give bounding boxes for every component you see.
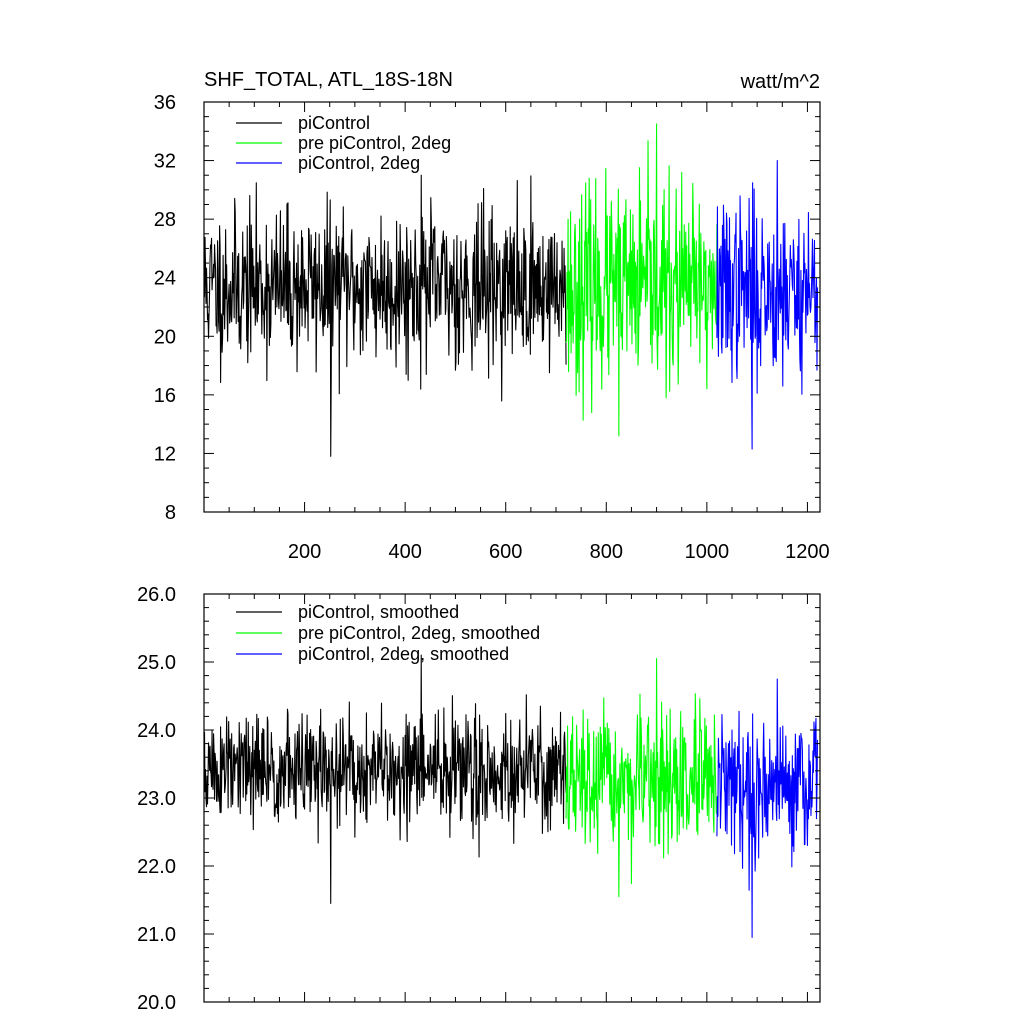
top-panel-units: watt/m^2	[740, 71, 820, 93]
top-panel-title: SHF_TOTAL, ATL_18S-18N	[204, 69, 453, 91]
y-tick-label: 32	[154, 151, 176, 173]
series-line-picontrol	[203, 174, 567, 457]
x-tick-label: 800	[590, 541, 623, 563]
y-tick-label: 24.0	[137, 720, 176, 742]
y-tick-label: 12	[154, 443, 176, 465]
y-tick-label: 25.0	[137, 652, 176, 674]
y-tick-label: 23.0	[137, 788, 176, 810]
bottom-tick-layer: 20.0 21.0 22.0 23.0 24.0 25.0 26.0	[137, 584, 820, 1014]
top-tick-layer: 8 12 16 20 24 28 32 36 200 400 600 800 1000 1200	[154, 92, 830, 563]
y-tick-label: 16	[154, 385, 176, 407]
y-tick-label: 22.0	[137, 856, 176, 878]
y-tick-label: 8	[165, 502, 176, 524]
x-tick-label: 200	[288, 541, 321, 563]
y-tick-label: 26.0	[137, 584, 176, 606]
top-panel: SHF_TOTAL, ATL_18S-18N watt/m^2 8 12 16 20 2…	[154, 69, 830, 563]
series-line-pre-picontrol-2deg-smoothed	[565, 658, 718, 898]
x-tick-label: 600	[489, 541, 522, 563]
legend-label-pre-picontrol-2deg: pre piControl, 2deg	[298, 133, 451, 153]
x-tick-label: 400	[388, 541, 421, 563]
series-line-picontrol-smoothed	[203, 654, 567, 904]
series-line-pre-picontrol-2deg	[565, 123, 718, 437]
x-tick-label: 1200	[785, 541, 830, 563]
legend-label-picontrol-2deg-smoothed: piControl, 2deg, smoothed	[298, 644, 509, 664]
y-tick-label: 21.0	[137, 924, 176, 946]
legend-label-picontrol: piControl	[298, 113, 370, 133]
y-tick-label: 28	[154, 209, 176, 231]
y-tick-label: 20.0	[137, 992, 176, 1014]
legend-label-picontrol-smoothed: piControl, smoothed	[298, 602, 459, 622]
x-tick-label: 1000	[685, 541, 730, 563]
series-line-picontrol-2deg	[716, 160, 819, 450]
bottom-panel: 20.0 21.0 22.0 23.0 24.0 25.0 26.0 piControl, …	[137, 584, 821, 1014]
legend-label-picontrol-2deg: piControl, 2deg	[298, 153, 420, 173]
y-tick-label: 24	[154, 268, 176, 290]
top-series-layer	[203, 123, 819, 457]
bottom-legend: piControl, smoothed pre piControl, 2deg,…	[236, 602, 540, 664]
series-line-picontrol-2deg-smoothed	[716, 678, 819, 938]
top-legend: piControl pre piControl, 2deg piControl,…	[236, 113, 451, 173]
bottom-series-layer	[203, 654, 819, 938]
y-tick-label: 20	[154, 326, 176, 348]
legend-label-pre-picontrol-2deg-smoothed: pre piControl, 2deg, smoothed	[298, 623, 540, 643]
y-tick-label: 36	[154, 92, 176, 114]
